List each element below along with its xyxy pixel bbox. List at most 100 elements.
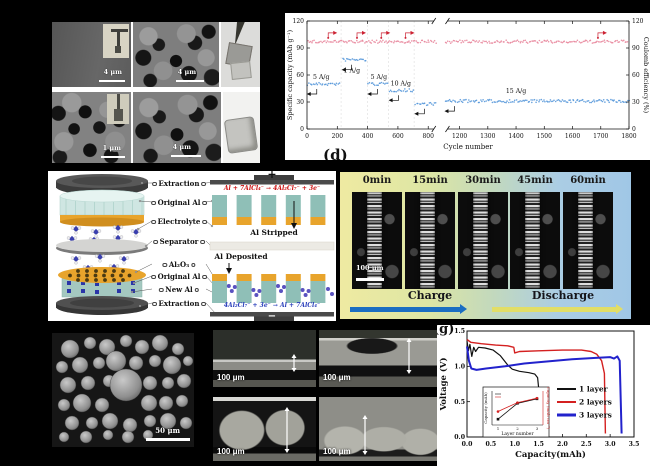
svg-text:1400: 1400: [508, 133, 523, 140]
scale-bar: [99, 79, 125, 82]
panel-letter-d: (d): [323, 146, 348, 161]
electrode-pad: [114, 45, 122, 54]
scale-bar-label: 100 μm: [323, 373, 351, 382]
svg-text:1600: 1600: [565, 133, 580, 140]
svg-text:Coulomb efficiency (%): Coulomb efficiency (%): [642, 37, 650, 114]
cross-section-mounds: 100 μm: [213, 397, 316, 461]
schematic-drawing: [56, 174, 335, 321]
svg-text:90: 90: [296, 45, 304, 52]
time-label-45: 45min: [517, 175, 553, 186]
scale-bar-label: 4 μm: [103, 68, 122, 76]
label-electrolyte: Electrolyte: [149, 217, 209, 226]
svg-text:600: 600: [392, 133, 404, 140]
svg-text:Capacity(mAh): Capacity(mAh): [515, 449, 586, 460]
label-original-al-top: Original Al: [149, 198, 209, 207]
label-extraction-bottom: Extraction: [150, 299, 208, 308]
charge-arrow: [350, 304, 467, 314]
svg-text:Layer number: Layer number: [501, 431, 534, 437]
svg-text:800: 800: [422, 133, 434, 140]
thickness-arrow: [362, 415, 368, 455]
foil-piece: [223, 116, 259, 154]
electrode-photo-inset: [103, 24, 129, 58]
svg-text:Voltage (V): Voltage (V): [438, 357, 449, 411]
optical-frame-45min: [510, 192, 560, 289]
scale-bar-label: 50 μm: [155, 426, 180, 435]
cross-section-thick: 100 μm: [319, 330, 437, 387]
svg-text:120: 120: [632, 18, 644, 25]
svg-text:30: 30: [632, 99, 640, 106]
label-separator: Separator: [151, 237, 207, 246]
cycle-chart-svg: 0 200 400 600 800 1200 1300 1400 1500 1600 1700 180…: [286, 17, 650, 151]
scale-bar-label: 1 μm: [102, 144, 121, 152]
rate-cycling-chart: 0 200 400 600 800 1200 1300 1400 1500 1600 1700 180…: [285, 13, 650, 160]
svg-text:Specific capacity (mAh g⁻¹): Specific capacity (mAh g⁻¹): [286, 29, 294, 120]
label-extraction-top: Extraction: [150, 179, 208, 188]
electrode-photo-inset: [107, 94, 129, 124]
svg-text:1.5: 1.5: [454, 328, 465, 335]
svg-text:90: 90: [632, 45, 640, 52]
thickness-arrow: [284, 407, 290, 453]
sem-smooth-al-image: 4 μm: [52, 22, 131, 87]
electrode-texture: [578, 192, 593, 289]
scale-bar-label: 4 μm: [177, 68, 197, 76]
svg-text:3.5: 3.5: [629, 441, 640, 448]
svg-text:1: 1: [497, 426, 500, 431]
thickness-arrow: [406, 338, 412, 374]
svg-text:60: 60: [632, 72, 640, 79]
svg-text:10 A/g: 10 A/g: [391, 80, 411, 87]
electrode-texture: [367, 192, 382, 289]
sem-etched-al-image: 1 μm: [52, 92, 131, 163]
optical-frame-30min: [458, 192, 508, 289]
svg-text:0: 0: [632, 126, 636, 133]
svg-text:400: 400: [362, 133, 374, 140]
al-stripped-label: Al Stripped: [250, 228, 298, 237]
electrode-texture: [473, 192, 488, 289]
electrode-shape: [116, 94, 121, 109]
svg-text:0: 0: [300, 126, 304, 133]
svg-text:15 A/g: 15 A/g: [506, 88, 526, 95]
powder-sem-image: 50 μm: [52, 333, 194, 447]
time-label-15: 15min: [412, 175, 448, 186]
svg-text:0.5: 0.5: [454, 399, 465, 406]
foil-tweezers-photo: [221, 22, 260, 87]
sem-porous-al-image: 4 μm: [133, 22, 219, 87]
svg-text:1 layer: 1 layer: [579, 385, 609, 394]
svg-text:1 A/g: 1 A/g: [344, 68, 360, 75]
foil-photo: [223, 92, 260, 163]
discharge-label: Discharge: [531, 289, 595, 302]
scale-bar-label: 100 μm: [356, 264, 384, 272]
svg-text:2 layers: 2 layers: [579, 398, 612, 407]
label-alumina: Al₂O₃: [160, 260, 197, 269]
svg-text:120: 120: [293, 18, 305, 25]
svg-text:1.0: 1.0: [509, 441, 520, 448]
svg-text:0.0: 0.0: [454, 434, 465, 441]
svg-text:3: 3: [536, 426, 539, 431]
svg-text:0.0: 0.0: [462, 441, 473, 448]
scale-bar-label: 100 μm: [217, 447, 245, 456]
sem-image-grid: 4 μm 4 μm 1 μm 4 μm: [52, 22, 260, 163]
cell-schematic-panel: Extraction Original Al Electrolyte Separ…: [48, 171, 336, 321]
particles-drawing: [55, 334, 194, 444]
scale-bar: [356, 277, 384, 281]
svg-text:Capacity (mAh): Capacity (mAh): [483, 392, 488, 424]
thickness-arrow: [291, 354, 297, 372]
electrode-texture: [525, 192, 540, 289]
optical-frame-15min: [405, 192, 455, 289]
scale-bar-label: 100 μm: [323, 447, 351, 456]
svg-text:1300: 1300: [480, 133, 495, 140]
electrode-pad: [114, 109, 123, 121]
cross-section-grid: 100 μm 100 μm 100 μm 100 μm: [213, 330, 440, 462]
scale-bar: [176, 79, 204, 82]
scale-bar-label: 4 μm: [172, 143, 192, 151]
svg-text:5 A/g: 5 A/g: [371, 74, 387, 81]
svg-text:Capacity (mAh cm⁻²): Capacity (mAh cm⁻²): [546, 387, 551, 430]
foil-piece: [230, 61, 252, 80]
svg-text:3 layers: 3 layers: [579, 411, 612, 420]
stripping-equation: Al + 7AlCl₄⁻ → 4Al₂Cl₇⁻ + 3e⁻: [223, 185, 321, 192]
svg-text:1700: 1700: [593, 133, 608, 140]
sem-porous-al-image-2: 4 μm: [133, 92, 221, 163]
plus-terminal: +: [267, 171, 277, 181]
discharge-arrow: [492, 304, 623, 314]
minus-terminal: −: [267, 311, 277, 321]
